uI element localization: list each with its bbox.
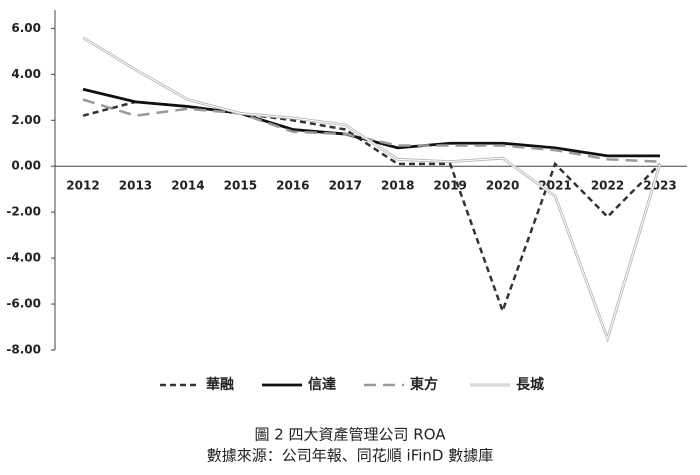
x-tick-label: 2014 — [171, 179, 204, 193]
x-tick-label: 2017 — [329, 179, 362, 193]
line-series — [82, 36, 662, 343]
x-tick-label: 2019 — [433, 179, 466, 193]
x-tick-label: 2018 — [381, 179, 414, 193]
legend-label: 信達 — [308, 376, 336, 393]
y-tick-label: -4.00 — [6, 251, 41, 265]
x-tick-label: 2012 — [66, 179, 99, 193]
line-series — [82, 87, 660, 158]
legend-label: 華融 — [206, 376, 234, 393]
y-tick-label: -2.00 — [6, 205, 41, 219]
x-tick-label: 2020 — [486, 179, 519, 193]
legend-label: 東方 — [410, 376, 438, 393]
line-series — [82, 100, 661, 315]
x-tick-label: 2015 — [224, 179, 257, 193]
line-series-core — [82, 37, 661, 341]
line-series — [82, 98, 661, 163]
y-tick-label: 4.00 — [11, 67, 41, 81]
y-tick-label: -6.00 — [6, 297, 41, 311]
x-tick-label: 2013 — [119, 179, 152, 193]
y-tick-label: 6.00 — [11, 21, 41, 35]
legend-label: 長城 — [516, 376, 544, 393]
x-tick-label: 2023 — [643, 179, 676, 193]
x-tick-label: 2021 — [538, 179, 571, 193]
x-tick-label: 2022 — [591, 179, 624, 193]
x-tick-label: 2016 — [276, 179, 309, 193]
y-tick-label: 0.00 — [11, 159, 41, 173]
caption: 圖 2 四大資產管理公司 ROA — [254, 426, 446, 444]
source: 數據來源：公司年報、同花順 iFinD 數據庫 — [207, 447, 493, 465]
y-tick-label: -8.00 — [6, 343, 41, 357]
y-tick-label: 2.00 — [11, 113, 41, 127]
